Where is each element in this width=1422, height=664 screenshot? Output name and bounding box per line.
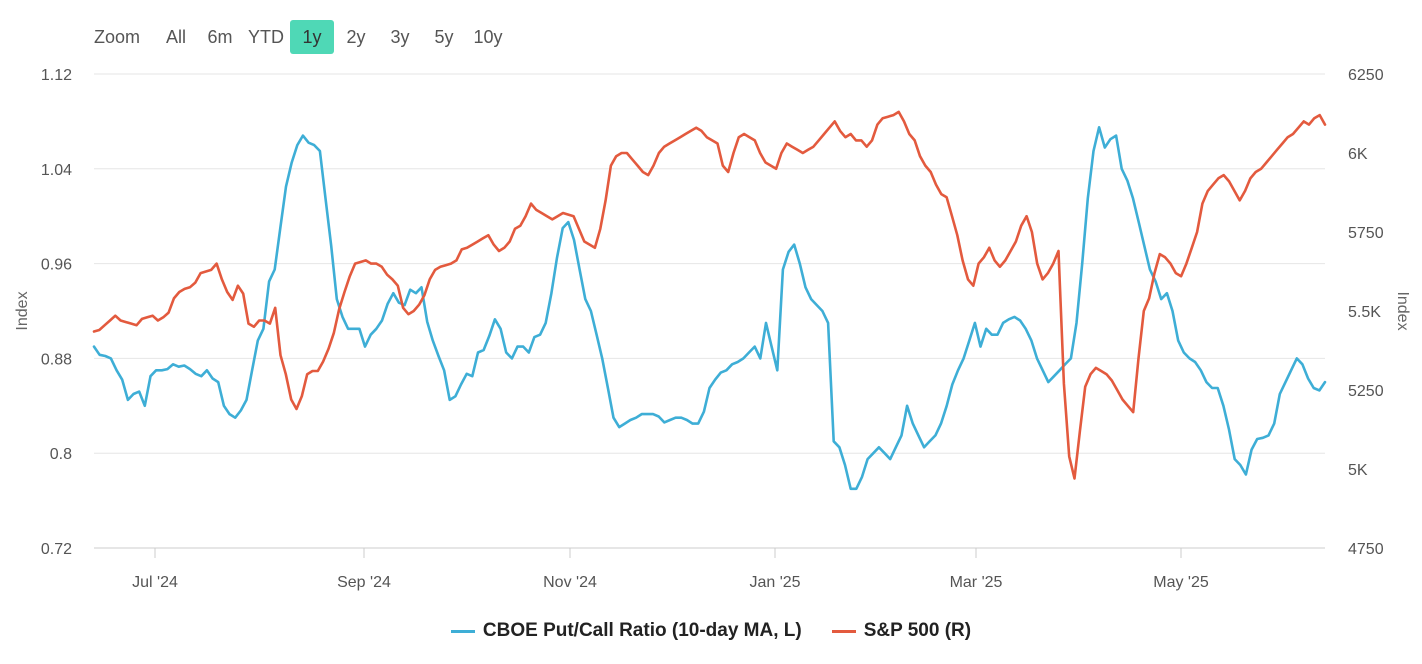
grid-lines (94, 73, 1325, 549)
zoom-10y-button[interactable]: 10y (466, 20, 510, 54)
x-tick-label: Sep '24 (337, 574, 391, 591)
chart-plot: 1.12 1.04 0.96 0.88 0.8 0.72 6250 6K 5750 5.5K 525… (14, 67, 1411, 591)
y-left-tick-label: 1.12 (41, 67, 72, 84)
legend-swatch-sp500 (831, 629, 856, 633)
x-tick-label: Mar '25 (950, 574, 1003, 591)
zoom-3y-button[interactable]: 3y (378, 20, 422, 54)
x-tick-label: May '25 (1153, 574, 1209, 591)
legend-swatch-put-call (450, 629, 475, 633)
zoom-all-button[interactable]: All (154, 20, 198, 54)
y-right-tick-label: 5K (1348, 462, 1368, 479)
x-tick-label: Jan '25 (749, 574, 800, 591)
y-left-axis-title: Index (14, 291, 31, 330)
y-right-axis-title: Index (1394, 291, 1411, 330)
zoom-1y-button[interactable]: 1y (290, 20, 335, 54)
y-left-tick-label: 0.88 (41, 351, 72, 368)
legend-label-put-call: CBOE Put/Call Ratio (10-day MA, L) (482, 620, 802, 641)
x-tick-label: Nov '24 (543, 574, 597, 591)
legend-item-sp500[interactable]: S&P 500 (R) (831, 620, 972, 642)
y-left-tick-label: 0.72 (41, 541, 72, 558)
zoom-label: Zoom (94, 26, 141, 47)
zoom-5y-button[interactable]: 5y (422, 20, 466, 54)
y-left-tick-label: 0.8 (50, 446, 72, 463)
zoom-toolbar: Zoom All 6m YTD 1y 2y 3y 5y 10y (88, 20, 510, 54)
y-right-tick-label: 5750 (1348, 225, 1384, 242)
legend: CBOE Put/Call Ratio (10-day MA, L) S&P 5… (0, 620, 1422, 642)
series-line-sp500[interactable] (92, 110, 1327, 480)
legend-label-sp500: S&P 500 (R) (863, 620, 972, 641)
y-right-tick-label: 5250 (1348, 383, 1384, 400)
y-left-tick-label: 0.96 (41, 257, 72, 274)
series-line-put-call-ratio[interactable] (92, 126, 1327, 491)
zoom-ytd-button[interactable]: YTD (242, 20, 290, 54)
y-left-tick-label: 1.04 (41, 162, 72, 179)
y-right-tick-label: 5.5K (1348, 304, 1381, 321)
y-right-tick-label: 6250 (1348, 67, 1384, 84)
y-right-tick-label: 4750 (1348, 541, 1384, 558)
zoom-6m-button[interactable]: 6m (198, 20, 242, 54)
legend-item-put-call[interactable]: CBOE Put/Call Ratio (10-day MA, L) (450, 620, 802, 642)
axes: 1.12 1.04 0.96 0.88 0.8 0.72 6250 6K 5750 5.5K 525… (14, 67, 1411, 591)
y-right-tick-label: 6K (1348, 146, 1368, 163)
series-lines[interactable] (92, 110, 1327, 491)
zoom-2y-button[interactable]: 2y (334, 20, 378, 54)
x-tick-label: Jul '24 (132, 574, 178, 591)
